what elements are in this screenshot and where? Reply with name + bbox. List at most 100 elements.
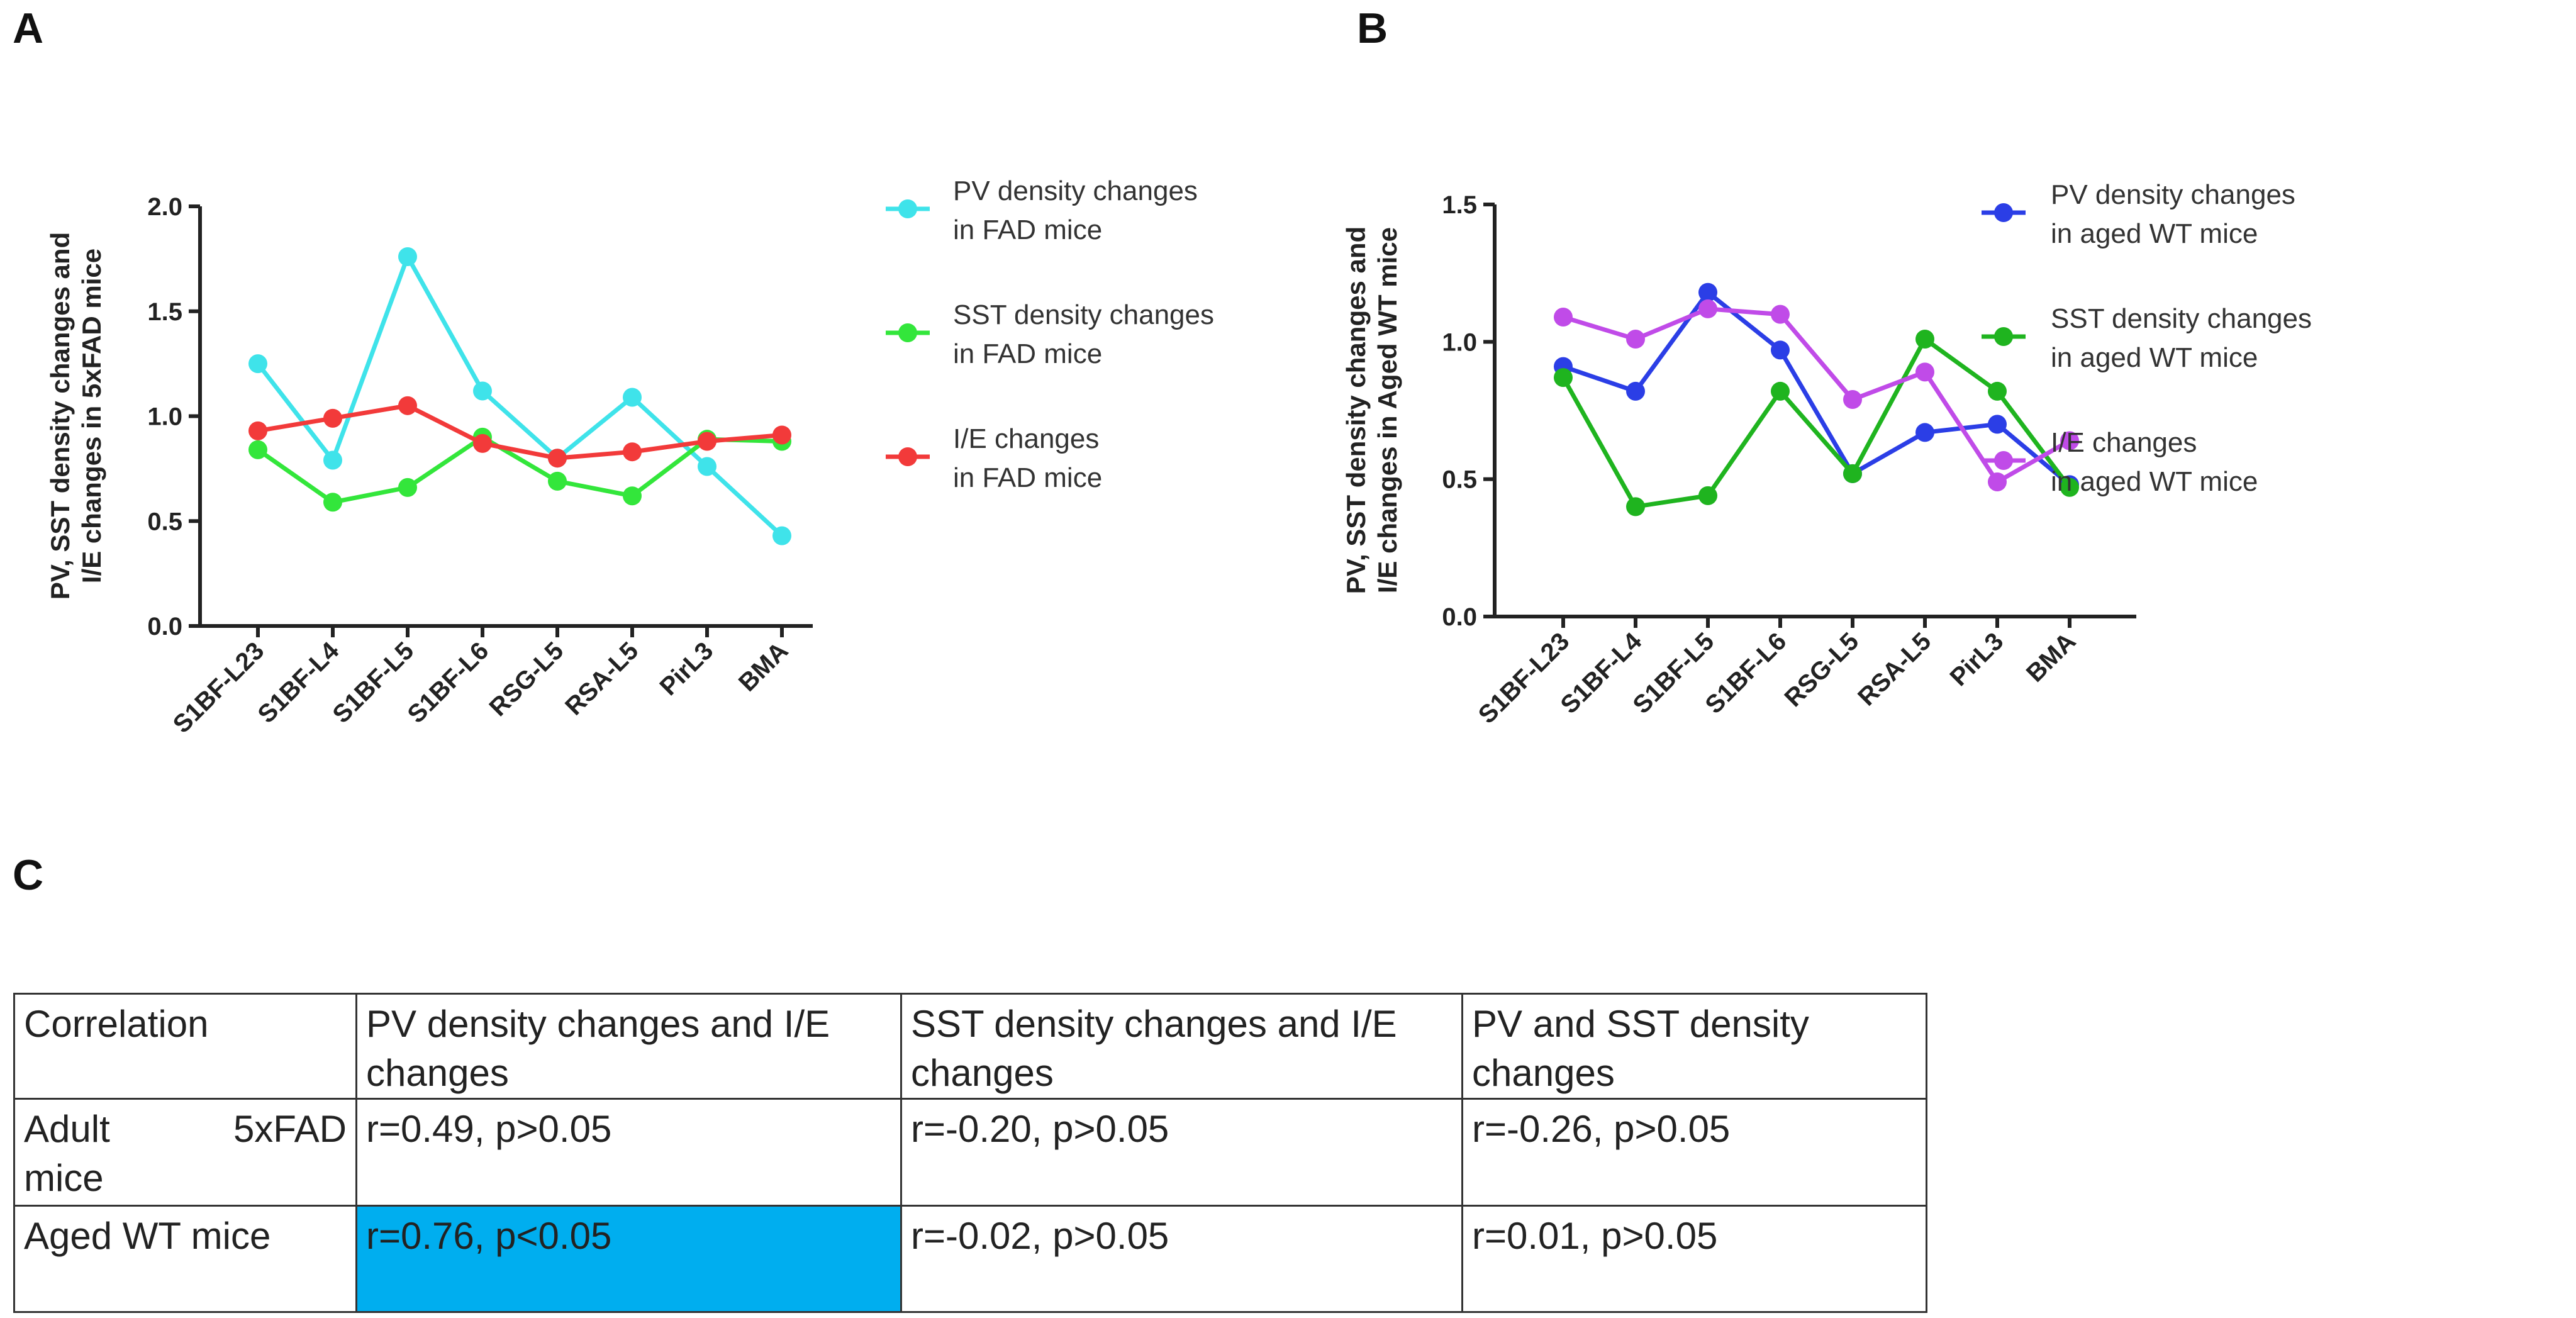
y-axis-label: I/E changes in Aged WT mice [1373, 227, 1402, 593]
data-point [323, 493, 342, 512]
y-tick-label: 2.0 [147, 193, 182, 221]
y-axis-label: PV, SST density changes and [45, 232, 75, 600]
table-cell: r=-0.20, p>0.05 [900, 1098, 1463, 1207]
data-point [772, 526, 791, 545]
table-header-cell: Correlation [13, 993, 357, 1100]
legend-label: SST density changes [953, 299, 1214, 330]
table-cell: r=-0.02, p>0.05 [900, 1205, 1463, 1313]
data-point [1988, 415, 2007, 434]
data-point [1698, 486, 1717, 505]
legend-label: PV density changes [2051, 179, 2295, 210]
x-tick-label: RSA-L5 [560, 637, 644, 720]
table-cell: r=0.49, p>0.05 [355, 1098, 902, 1207]
data-point [1915, 362, 1934, 382]
data-point [398, 396, 417, 415]
data-point [548, 471, 567, 491]
legend-label: in FAD mice [953, 462, 1102, 493]
data-point [1771, 304, 1790, 324]
x-tick-label: PirL3 [1945, 627, 2009, 691]
data-point [1843, 464, 1862, 483]
data-point [1843, 390, 1862, 410]
y-axis-label: PV, SST density changes and [1341, 226, 1371, 594]
y-axis-label: I/E changes in 5xFAD mice [77, 249, 106, 583]
data-point [772, 425, 791, 445]
table-header-cell: PV density changes and I/E changes [355, 993, 902, 1100]
row-label-part: Adult [24, 1108, 110, 1150]
legend-swatch-marker [898, 447, 917, 466]
data-point [248, 354, 267, 374]
data-point [323, 450, 342, 470]
x-tick-label: RSA-L5 [1853, 627, 1936, 711]
data-point [1698, 299, 1717, 318]
series-line [1562, 289, 2071, 487]
legend-swatch-marker [1994, 203, 2013, 222]
data-point [1626, 329, 1645, 349]
legend-label: I/E changes [953, 423, 1099, 454]
data-point [1988, 472, 2007, 492]
table-header-row: Correlation PV density changes and I/E c… [13, 993, 1927, 1100]
data-point [698, 457, 716, 476]
y-tick-label: 0.0 [1442, 603, 1477, 631]
x-tick-label: BMA [733, 637, 794, 697]
data-point [473, 433, 492, 453]
legend-label: I/E changes [2051, 427, 2197, 458]
y-tick-label: 0.5 [147, 508, 182, 535]
table-header-cell: PV and SST density changes [1461, 993, 1927, 1100]
legend-label: in aged WT mice [2051, 466, 2258, 497]
panel-label-c: C [13, 851, 44, 899]
legend-label: in FAD mice [953, 215, 1102, 245]
legend-label: in FAD mice [953, 338, 1102, 369]
legend-label: PV density changes [953, 176, 1198, 206]
chart-a: 0.0 0.5 1.0 1.5 2.0 S1BF-L23S1BF-L4S1BF-L5S1B… [45, 176, 1214, 739]
data-point [1626, 497, 1645, 517]
data-point [1988, 381, 2007, 401]
row-label-part: mice [24, 1157, 104, 1199]
x-tick-label: S1BF-L5 [328, 637, 420, 729]
data-point [248, 440, 267, 459]
legend-label: in aged WT mice [2051, 218, 2258, 249]
y-tick-label: 1.5 [147, 298, 182, 326]
table-cell: r=-0.26, p>0.05 [1461, 1098, 1927, 1207]
data-point [1554, 308, 1573, 327]
data-point [1626, 381, 1645, 401]
panel-label-a: A [13, 4, 44, 52]
data-point [398, 247, 417, 267]
series-line [256, 434, 783, 505]
table-row: Adult 5xFAD mice r=0.49, p>0.05 r=-0.20, … [13, 1098, 1927, 1207]
data-point [1554, 368, 1573, 388]
data-point [398, 477, 417, 497]
series-line [1561, 335, 2071, 510]
legend-swatch-marker [1994, 327, 2013, 346]
data-point [548, 449, 567, 468]
x-tick-label: S1BF-L23 [168, 637, 270, 739]
data-point [623, 442, 642, 462]
data-point [623, 388, 642, 407]
series-line [1562, 306, 2071, 485]
legend-swatch-marker [1994, 451, 2013, 470]
correlation-table: Correlation PV density changes and I/E c… [13, 993, 1927, 1313]
table-header-cell: SST density changes and I/E changes [900, 993, 1463, 1100]
series-line [257, 403, 783, 461]
chart-b: 0.00.51.01.5S1BF-L23S1BF-L4S1BF-L5S1BF-L… [1341, 179, 2312, 729]
data-point [623, 486, 642, 506]
y-tick-label: 1.0 [1442, 328, 1477, 356]
legend-swatch-marker [898, 199, 917, 218]
data-point [2060, 431, 2079, 450]
x-tick-label: S1BF-L6 [1700, 627, 1792, 719]
table-cell: r=0.01, p>0.05 [1461, 1205, 1927, 1313]
y-tick-label: 0.5 [1442, 466, 1477, 494]
data-point [1915, 329, 1934, 349]
data-point [323, 408, 342, 428]
data-point [2060, 477, 2079, 497]
row-label-aged-wt: Aged WT mice [13, 1205, 357, 1313]
x-tick-label: PirL3 [655, 637, 719, 701]
x-tick-label: S1BF-L6 [403, 637, 494, 729]
x-tick-label: RSG-L5 [1780, 627, 1865, 712]
x-tick-label: S1BF-L23 [1473, 627, 1575, 729]
table-row: Aged WT mice r=0.76, p<0.05 r=-0.02, p>0… [13, 1205, 1927, 1313]
legend-swatch-marker [898, 323, 917, 342]
data-point [698, 432, 716, 451]
series-line [256, 251, 784, 538]
legend-label: SST density changes [2051, 303, 2312, 334]
data-point [1915, 423, 1934, 442]
